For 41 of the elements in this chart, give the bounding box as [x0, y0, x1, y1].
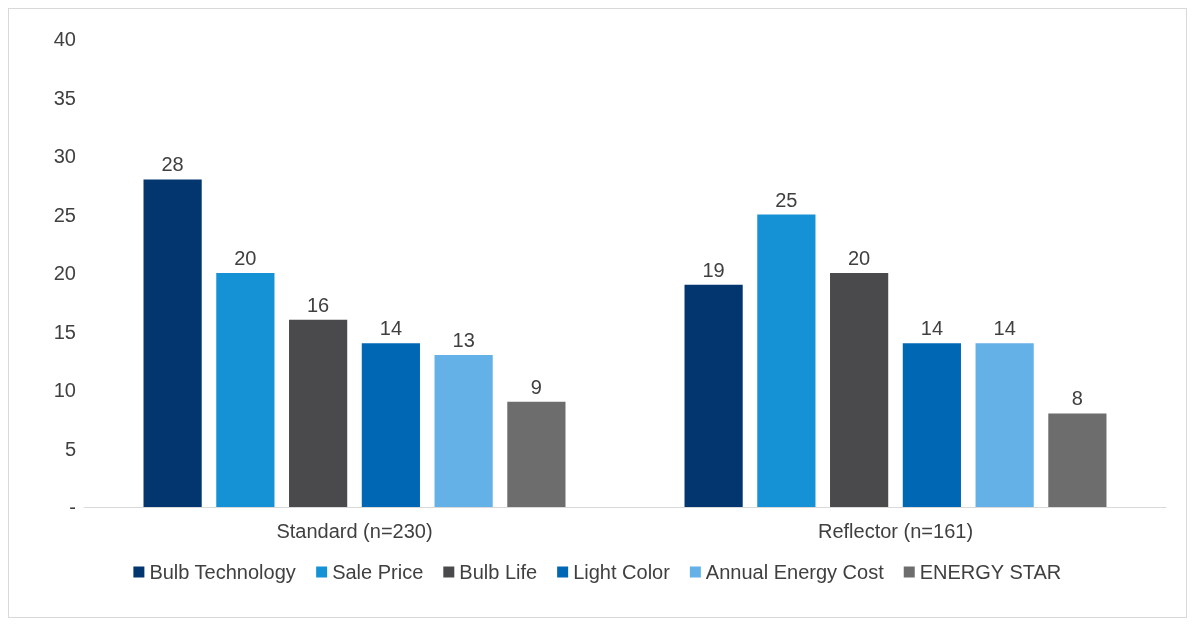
y-tick-label: 10: [53, 379, 76, 401]
bar: [757, 214, 816, 507]
data-label: 25: [775, 188, 798, 211]
bar: [216, 273, 275, 507]
data-label: 8: [1071, 387, 1083, 410]
bar: [289, 319, 348, 507]
bar: [507, 401, 566, 507]
bar: [434, 354, 493, 507]
legend-label: ENERGY STAR: [919, 561, 1062, 583]
bar: [684, 284, 743, 507]
data-label: 14: [920, 317, 943, 340]
bar: [1048, 413, 1107, 507]
data-label: 20: [234, 247, 257, 269]
legend-label: Bulb Technology: [149, 561, 296, 583]
bar: [975, 343, 1034, 507]
legend-label: Sale Price: [332, 561, 424, 583]
data-label: 28: [161, 153, 184, 176]
bar: [361, 343, 420, 507]
legend-label: Bulb Life: [459, 561, 538, 583]
bar: [902, 343, 961, 507]
y-tick-label: -: [69, 496, 76, 518]
y-tick-label: 15: [53, 320, 76, 343]
y-tick-label: 25: [53, 203, 76, 226]
legend-label: Light Color: [573, 561, 671, 583]
y-tick-label: 35: [53, 86, 76, 109]
data-label: 20: [848, 247, 871, 269]
data-label: 9: [530, 375, 542, 398]
y-tick-label: 5: [64, 437, 76, 460]
data-label: 14: [379, 317, 402, 340]
bar: [830, 273, 889, 507]
data-label: 13: [452, 328, 475, 351]
y-tick-label: 30: [53, 145, 76, 167]
x-tick-label: Standard (n=230): [276, 520, 433, 542]
x-tick-label: Reflector (n=161): [817, 520, 974, 542]
data-label: 14: [993, 317, 1016, 340]
data-label: 19: [702, 258, 725, 281]
y-tick-label: 40: [53, 28, 76, 50]
y-tick-label: 20: [53, 262, 76, 284]
data-label: 16: [307, 293, 330, 316]
legend-label: Annual Energy Cost: [705, 561, 885, 583]
bar: [143, 179, 202, 507]
